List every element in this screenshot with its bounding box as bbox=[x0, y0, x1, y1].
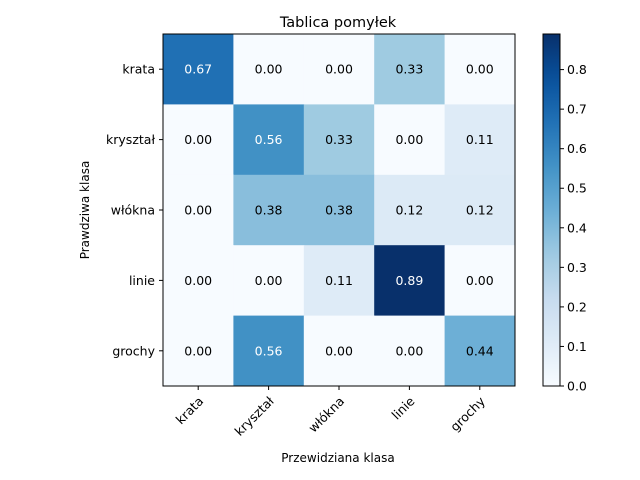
cell-value-label: 0.56 bbox=[255, 343, 283, 358]
cell-value-label: 0.67 bbox=[184, 62, 212, 77]
heatmap-cell bbox=[444, 245, 516, 317]
cell-value-label: 0.00 bbox=[255, 273, 283, 288]
heatmap-cell bbox=[303, 104, 375, 176]
colorbar-tick-label: 0.0 bbox=[567, 379, 587, 394]
heatmap-cell bbox=[233, 174, 305, 246]
colorbar-tick-label: 0.2 bbox=[567, 299, 587, 314]
colorbar-tick-label: 0.7 bbox=[567, 102, 587, 117]
cell-value-label: 0.00 bbox=[466, 273, 494, 288]
cell-value-label: 0.38 bbox=[255, 203, 283, 218]
cell-value-label: 0.12 bbox=[395, 203, 423, 218]
cell-value-label: 0.44 bbox=[466, 343, 494, 358]
colorbar-tick-label: 0.6 bbox=[567, 141, 587, 156]
x-tick-label: włókna bbox=[305, 394, 347, 436]
heatmap-cell bbox=[303, 315, 375, 387]
heatmap-cell bbox=[444, 315, 516, 387]
heatmap-cell bbox=[303, 174, 375, 246]
y-axis-ticks: krata kryształ włókna linie grochy bbox=[106, 62, 163, 358]
x-tick-label: kryształ bbox=[231, 393, 277, 439]
x-axis-ticks: krata kryształ włókna linie grochy bbox=[173, 386, 488, 439]
heatmap-cell bbox=[374, 245, 446, 317]
y-tick-label: kryształ bbox=[106, 132, 155, 147]
x-tick-label: linie bbox=[388, 393, 417, 422]
heatmap-cell bbox=[444, 104, 516, 176]
heatmap-cell bbox=[163, 245, 234, 317]
cell-value-label: 0.11 bbox=[466, 132, 494, 147]
y-axis-label: Prawdziwa klasa bbox=[78, 161, 92, 260]
y-tick-label: krata bbox=[122, 62, 155, 77]
heatmap-cell bbox=[233, 104, 305, 176]
heatmap-cell bbox=[374, 174, 446, 246]
heatmap-value-labels: 0.67 0.00 0.00 0.33 0.00 0.00 0.56 0.33 0.00 0.11… bbox=[184, 62, 493, 359]
cell-value-label: 0.00 bbox=[325, 62, 353, 77]
colorbar-ticks: 0.0 0.1 0.2 0.3 0.4 0.5 0.6 0.7 0.8 bbox=[560, 62, 587, 394]
heatmap-cell bbox=[163, 174, 234, 246]
y-tick-label: linie bbox=[129, 273, 155, 288]
cell-value-label: 0.33 bbox=[325, 132, 353, 147]
cell-value-label: 0.11 bbox=[325, 273, 353, 288]
heatmap-cell bbox=[163, 104, 234, 176]
heatmap-cell bbox=[303, 245, 375, 317]
heatmap-cell bbox=[233, 245, 305, 317]
heatmap-cell bbox=[374, 104, 446, 176]
chart-title: Tablica pomyłek bbox=[279, 15, 397, 31]
heatmap-cell bbox=[444, 174, 516, 246]
heatmap-cell bbox=[374, 315, 446, 387]
colorbar-tick-label: 0.4 bbox=[567, 220, 587, 235]
y-tick-label: grochy bbox=[112, 343, 155, 358]
colorbar-tick-label: 0.1 bbox=[567, 339, 587, 354]
cell-value-label: 0.00 bbox=[184, 273, 212, 288]
heatmap-cells bbox=[163, 34, 516, 387]
cell-value-label: 0.12 bbox=[466, 203, 494, 218]
cell-value-label: 0.00 bbox=[325, 343, 353, 358]
cell-value-label: 0.00 bbox=[184, 132, 212, 147]
heatmap-cell bbox=[233, 34, 305, 105]
cell-value-label: 0.00 bbox=[395, 343, 423, 358]
x-tick-label: grochy bbox=[447, 393, 488, 434]
colorbar-tick-label: 0.3 bbox=[567, 260, 587, 275]
cell-value-label: 0.00 bbox=[184, 203, 212, 218]
cell-value-label: 0.89 bbox=[395, 273, 423, 288]
heatmap-cell bbox=[374, 34, 446, 105]
heatmap-cell bbox=[163, 315, 234, 387]
colorbar bbox=[542, 33, 561, 387]
heatmap-cell bbox=[444, 34, 516, 105]
colorbar-tick-label: 0.5 bbox=[567, 181, 587, 196]
cell-value-label: 0.00 bbox=[466, 62, 494, 77]
heatmap-cell bbox=[163, 34, 234, 105]
cell-value-label: 0.38 bbox=[325, 203, 353, 218]
x-tick-label: krata bbox=[173, 394, 207, 428]
heatmap-cell bbox=[233, 315, 305, 387]
cell-value-label: 0.33 bbox=[395, 62, 423, 77]
cell-value-label: 0.00 bbox=[184, 343, 212, 358]
x-axis-label: Przewidziana klasa bbox=[281, 451, 394, 465]
heatmap-cell bbox=[303, 34, 375, 105]
cell-value-label: 0.56 bbox=[255, 132, 283, 147]
y-tick-label: włókna bbox=[111, 203, 155, 218]
colorbar-tick-label: 0.8 bbox=[567, 62, 587, 77]
cell-value-label: 0.00 bbox=[255, 62, 283, 77]
cell-value-label: 0.00 bbox=[395, 132, 423, 147]
